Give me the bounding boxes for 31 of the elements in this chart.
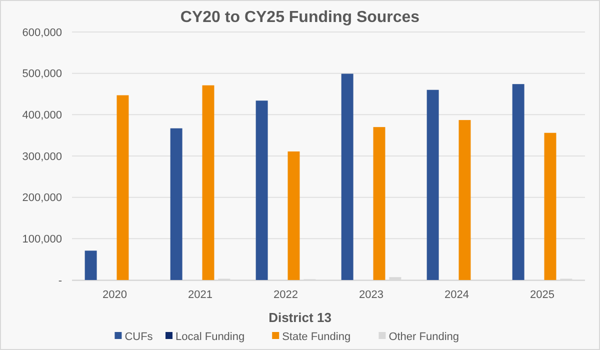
bar	[202, 85, 214, 280]
y-tick-label: -	[58, 274, 62, 287]
legend-label: Other Funding	[388, 331, 460, 343]
bar	[544, 132, 556, 280]
bar	[256, 100, 268, 280]
bar	[341, 74, 354, 280]
y-tick-label: 600,000	[22, 26, 62, 39]
bar	[426, 90, 439, 280]
x-tick-label: 2023	[359, 289, 384, 301]
chart-title: CY20 to CY25 Funding Sources	[180, 9, 420, 26]
x-tick-label: 2025	[530, 289, 554, 301]
y-tick-label: 200,000	[22, 192, 62, 204]
bar	[288, 151, 300, 280]
x-axis-title: District 13	[268, 310, 332, 325]
legend-label: State Funding	[282, 331, 351, 343]
y-tick-label: 500,000	[22, 68, 62, 80]
x-tick-label: 2022	[274, 289, 298, 301]
bar	[373, 127, 386, 280]
y-tick-label: 100,000	[22, 234, 62, 246]
x-tick-label: 2020	[102, 289, 127, 301]
y-tick-label: 400,000	[22, 110, 62, 122]
y-tick-label: 300,000	[22, 150, 62, 163]
bar	[84, 250, 97, 280]
legend-label: Local Funding	[176, 331, 245, 343]
bar	[170, 128, 182, 280]
x-tick-label: 2021	[188, 289, 212, 301]
x-tick-label: 2024	[444, 289, 469, 301]
bar	[116, 95, 129, 280]
bar	[458, 120, 471, 280]
legend-label: CUFs	[124, 331, 154, 343]
bar	[512, 84, 524, 280]
